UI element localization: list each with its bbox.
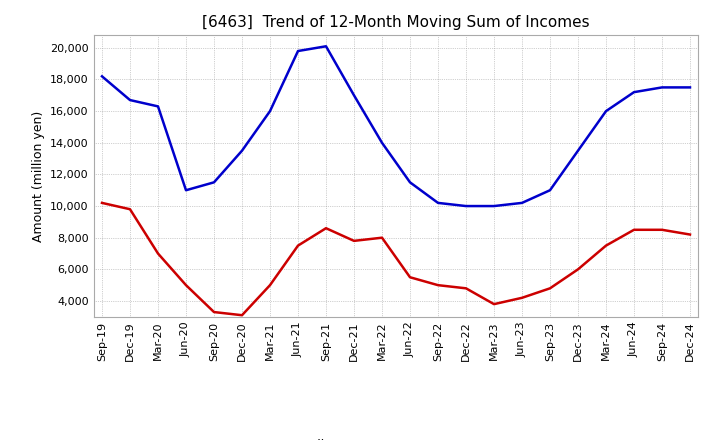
Net Income <box>518 295 526 301</box>
Ordinary Income <box>685 85 694 90</box>
Ordinary Income <box>98 73 107 79</box>
Ordinary Income <box>433 200 442 205</box>
Ordinary Income <box>210 180 218 185</box>
Ordinary Income <box>350 93 359 98</box>
Line: Ordinary Income: Ordinary Income <box>102 46 690 206</box>
Ordinary Income <box>153 104 162 109</box>
Ordinary Income <box>266 109 274 114</box>
Net Income <box>126 207 135 212</box>
Ordinary Income <box>322 44 330 49</box>
Ordinary Income <box>657 85 666 90</box>
Net Income <box>657 227 666 232</box>
Ordinary Income <box>405 180 414 185</box>
Net Income <box>405 275 414 280</box>
Net Income <box>238 312 246 318</box>
Ordinary Income <box>546 187 554 193</box>
Ordinary Income <box>126 97 135 103</box>
Line: Net Income: Net Income <box>102 203 690 315</box>
Ordinary Income <box>630 89 639 95</box>
Net Income <box>462 286 470 291</box>
Net Income <box>546 286 554 291</box>
Net Income <box>433 282 442 288</box>
Net Income <box>490 301 498 307</box>
Net Income <box>98 200 107 205</box>
Ordinary Income <box>378 140 387 145</box>
Ordinary Income <box>490 203 498 209</box>
Y-axis label: Amount (million yen): Amount (million yen) <box>32 110 45 242</box>
Net Income <box>350 238 359 243</box>
Ordinary Income <box>238 148 246 153</box>
Net Income <box>378 235 387 240</box>
Net Income <box>322 226 330 231</box>
Net Income <box>685 232 694 237</box>
Ordinary Income <box>574 148 582 153</box>
Net Income <box>602 243 611 248</box>
Ordinary Income <box>602 109 611 114</box>
Net Income <box>181 282 190 288</box>
Net Income <box>294 243 302 248</box>
Legend: Ordinary Income, Net Income: Ordinary Income, Net Income <box>252 434 540 440</box>
Title: [6463]  Trend of 12-Month Moving Sum of Incomes: [6463] Trend of 12-Month Moving Sum of I… <box>202 15 590 30</box>
Ordinary Income <box>181 187 190 193</box>
Ordinary Income <box>462 203 470 209</box>
Ordinary Income <box>294 48 302 54</box>
Ordinary Income <box>518 200 526 205</box>
Net Income <box>630 227 639 232</box>
Net Income <box>574 267 582 272</box>
Net Income <box>210 309 218 315</box>
Net Income <box>153 251 162 256</box>
Net Income <box>266 282 274 288</box>
